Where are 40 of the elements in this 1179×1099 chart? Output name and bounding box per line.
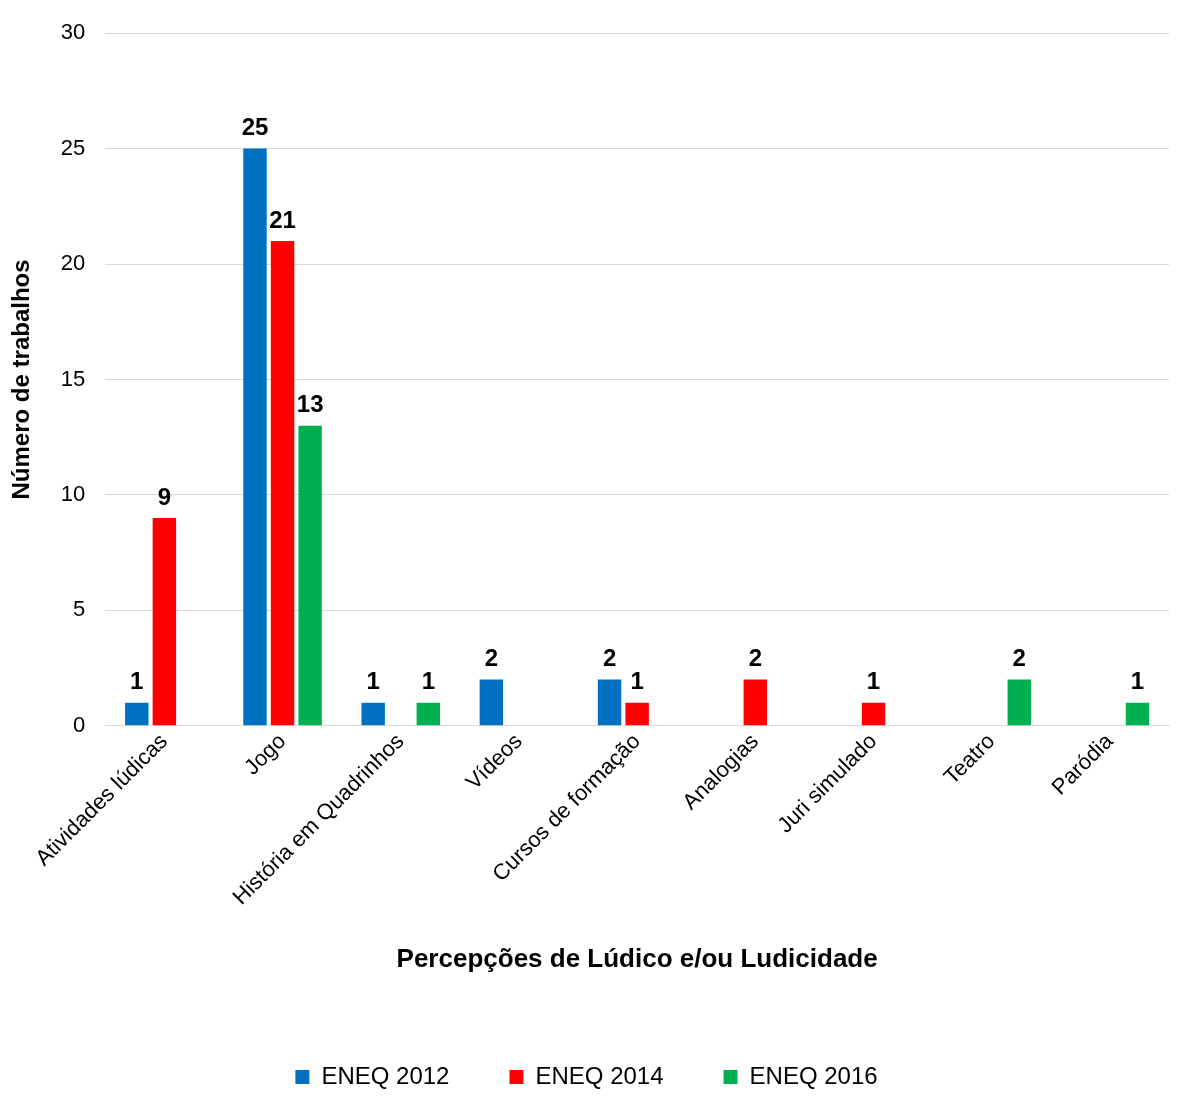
- y-tick-label: 15: [60, 365, 86, 391]
- data-label: 1: [630, 667, 644, 695]
- y-tick-label: 5: [73, 596, 86, 622]
- y-tick-label: 30: [60, 19, 86, 45]
- data-label: 1: [366, 667, 380, 695]
- data-label: 9: [157, 482, 172, 510]
- legend-label: ENEQ 2016: [749, 1061, 878, 1089]
- bar: [152, 517, 177, 726]
- bar: [416, 702, 441, 726]
- data-label: 2: [748, 644, 763, 672]
- bar: [243, 148, 267, 726]
- y-tick-label: 10: [60, 480, 86, 506]
- data-label: 1: [1130, 667, 1145, 695]
- legend-label: ENEQ 2012: [321, 1061, 450, 1089]
- bar: [597, 679, 622, 726]
- bar: [861, 702, 886, 726]
- bar: [1125, 702, 1150, 726]
- y-axis-title: Número de trabalhos: [7, 259, 35, 500]
- y-tick-label: 20: [60, 250, 86, 276]
- legend-label: ENEQ 2014: [535, 1061, 664, 1089]
- data-label: 1: [130, 667, 144, 695]
- y-tick-label: 0: [73, 711, 86, 737]
- data-label: 25: [241, 113, 269, 141]
- bar: [298, 425, 322, 726]
- data-label: 2: [1012, 644, 1026, 672]
- bar: [1007, 679, 1032, 726]
- bar: [125, 702, 149, 726]
- bar: [479, 679, 504, 726]
- data-label: 13: [296, 390, 324, 418]
- bar: [361, 702, 385, 726]
- data-label: 2: [484, 644, 499, 672]
- bar: [743, 679, 768, 726]
- data-label: 2: [602, 644, 617, 672]
- data-label: 1: [866, 667, 881, 695]
- bar: [625, 702, 649, 726]
- x-axis-title: Percepções de Lúdico e/ou Ludicidade: [396, 942, 878, 973]
- bar: [270, 240, 295, 726]
- data-label: 21: [269, 205, 296, 233]
- data-label: 1: [421, 667, 436, 695]
- y-tick-label: 25: [60, 134, 86, 160]
